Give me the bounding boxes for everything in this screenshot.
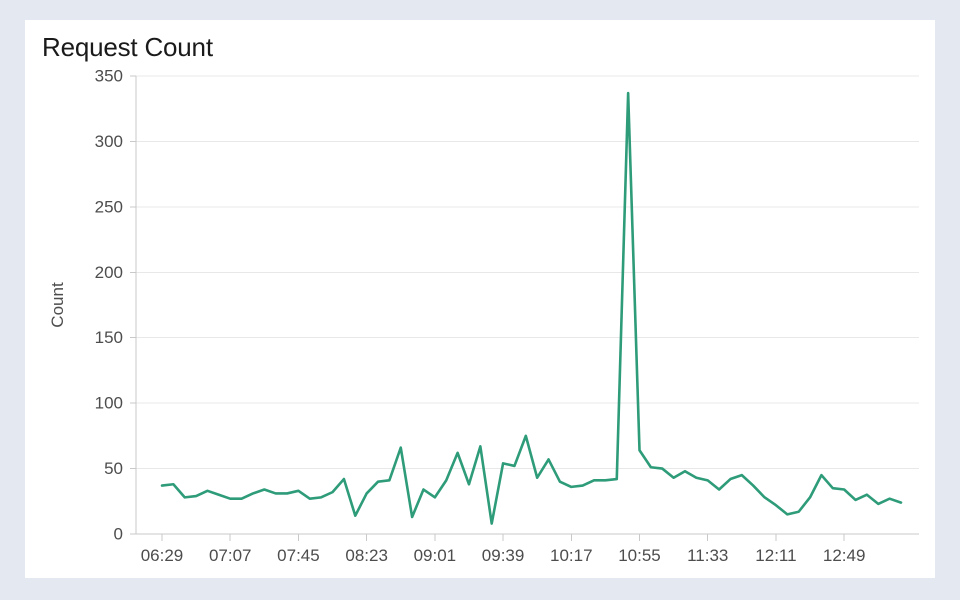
gridlines-group	[136, 75, 919, 535]
x-axis-tick-labels: 06:29 07:07 07:45 08:23 09:01 09:39 10:17 10:55…	[141, 546, 866, 565]
data-series-line	[160, 91, 903, 525]
x-tick-label: 06:29	[141, 546, 184, 565]
y-tick-label: 150	[95, 328, 123, 347]
x-tick-label: 12:11	[755, 546, 796, 565]
chart-card: Request Count 0 50 100 150 200 250 300 350 06:2…	[25, 20, 935, 578]
y-tick-label: 350	[95, 66, 123, 85]
x-tick-label: 07:07	[209, 546, 252, 565]
y-tickmarks-group	[130, 75, 136, 535]
x-tick-label: 10:17	[550, 546, 593, 565]
line-chart: 0 50 100 150 200 250 300 350 06:29 07:07 07:45 08:…	[48, 66, 919, 565]
x-tick-label: 10:55	[618, 546, 661, 565]
x-tick-label: 07:45	[277, 546, 320, 565]
y-tick-label: 0	[114, 524, 123, 543]
x-tick-label: 09:01	[414, 546, 457, 565]
x-tickmarks-group	[161, 534, 845, 541]
x-tick-label: 08:23	[345, 546, 388, 565]
y-tick-label: 200	[95, 263, 123, 282]
page-title: Request Count	[42, 32, 213, 62]
y-axis-title: Count	[48, 282, 67, 328]
y-tick-label: 100	[95, 394, 123, 413]
y-tick-label: 300	[95, 132, 123, 151]
x-tick-label: 11:33	[687, 546, 728, 565]
y-tick-label: 50	[104, 459, 123, 478]
y-axis-tick-labels: 0 50 100 150 200 250 300 350	[95, 66, 123, 543]
x-tick-label: 09:39	[482, 546, 525, 565]
y-tick-label: 250	[95, 197, 123, 216]
x-tick-label: 12:49	[823, 546, 866, 565]
